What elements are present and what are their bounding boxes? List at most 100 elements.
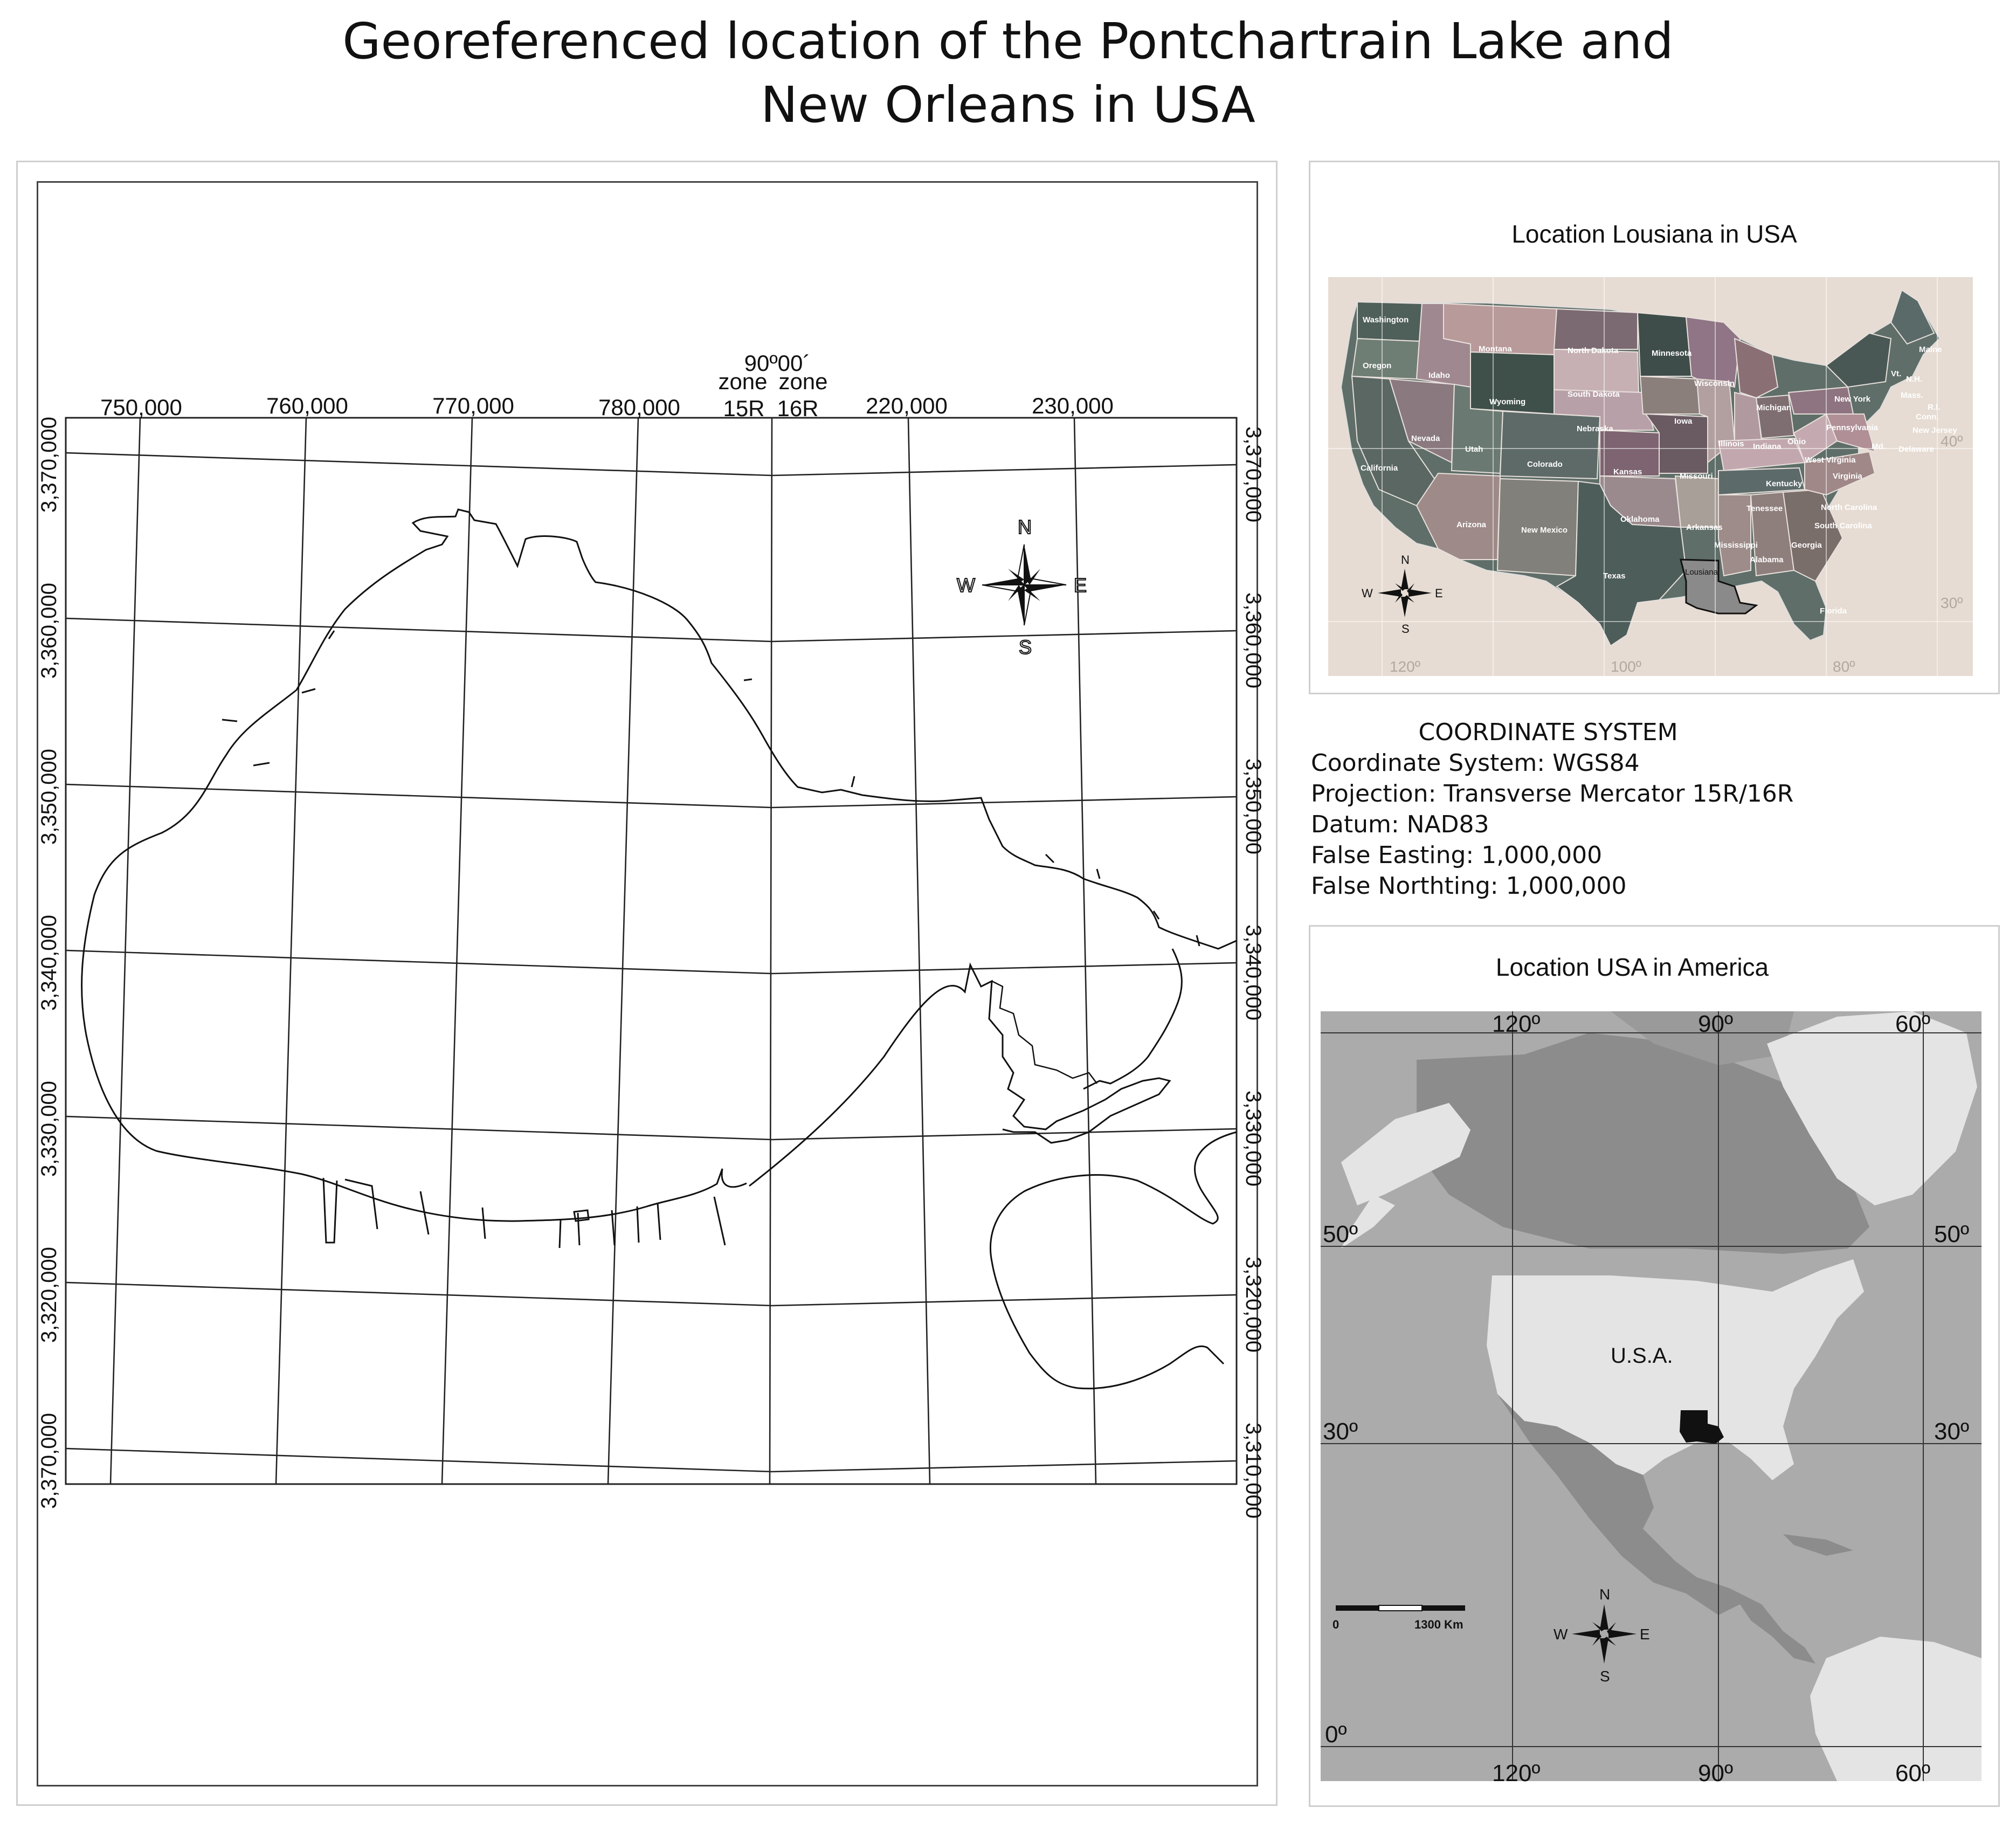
state-label: West Virginia <box>1805 456 1856 465</box>
lon-label-bottom: 60º <box>1895 1760 1930 1786</box>
compass-n: N <box>1018 516 1032 538</box>
right-northing-labels: 3,370,000 3,360,000 3,350,000 3,340,000 … <box>1241 426 1265 1519</box>
state-label: Pennsylvania <box>1826 423 1879 432</box>
state-label: Md. <box>1872 442 1886 451</box>
easting-label: 760,000 <box>266 393 348 418</box>
america-graticule-labels: 120º 90º 60º 120º 90º 60º 50º 50º 30º 30… <box>1323 1011 1969 1786</box>
eastern-marsh-coast <box>749 962 1171 1187</box>
state-label: Utah <box>1465 445 1483 454</box>
state-label: Montana <box>1479 344 1512 354</box>
pier <box>301 688 316 694</box>
left-northing-labels: 3,370,000 3,360,000 3,350,000 3,340,000 … <box>37 417 61 1509</box>
usa-graticule-labels: 120º 100º 80º 40º 30º <box>1390 433 1963 675</box>
lon-label-bottom: 120º <box>1492 1760 1540 1786</box>
state-label: Maine <box>1919 345 1942 354</box>
easting-label: 230,000 <box>1032 393 1114 418</box>
state-label: Georgia <box>1791 541 1822 550</box>
easting-label: 780,000 <box>598 395 680 420</box>
grid-line-770000 <box>441 417 473 1485</box>
northing-label: 3,360,000 <box>37 583 61 679</box>
state-label: New Jersey <box>1913 426 1957 435</box>
state-label: Wisconsin <box>1694 379 1735 388</box>
pier <box>481 1207 486 1239</box>
lon-label-top: 60º <box>1895 1011 1930 1037</box>
grid-line-220000 <box>907 417 931 1485</box>
compass-e: E <box>1074 574 1087 596</box>
state-label: Michigan <box>1756 403 1791 412</box>
lat-label: 40º <box>1941 433 1963 450</box>
state-label: Wyoming <box>1489 397 1525 406</box>
title-line-2: New Orleans in USA <box>761 76 1255 134</box>
grid-line-230000 <box>1073 417 1097 1485</box>
greenland <box>1767 1011 1977 1205</box>
shoreline-piers <box>222 630 1200 1248</box>
eastern-marsh-east <box>1083 948 1183 1090</box>
compass-w: W <box>1554 1626 1568 1643</box>
state-label: Washington <box>1363 315 1409 325</box>
pier <box>611 1210 616 1246</box>
state-label: North Carolina <box>1821 503 1877 512</box>
state-label: Oregon <box>1363 361 1391 370</box>
state-block <box>1553 308 1638 350</box>
state-blocks <box>1351 289 1935 647</box>
northing-label: 3,370,000 <box>37 417 61 513</box>
title-line-1: Georeferenced location of the Pontchartr… <box>342 12 1674 70</box>
south-america <box>1810 1637 1982 1781</box>
alaska-peninsula <box>1341 1195 1395 1248</box>
pier <box>573 1209 590 1222</box>
state-block <box>1556 480 1687 647</box>
state-block <box>1639 375 1701 415</box>
state-label: Indiana <box>1753 442 1782 451</box>
grid-line-750000 <box>109 417 141 1485</box>
state-label: Illinois <box>1718 439 1744 449</box>
compass-rose-icon: N S E W <box>956 515 1087 659</box>
pier <box>636 1206 640 1243</box>
compass-w: W <box>1362 587 1373 600</box>
zone-right-word: zone <box>778 369 827 394</box>
grid-line-meridian-90 <box>769 417 773 1485</box>
compass-n: N <box>1401 553 1410 567</box>
louisiana-highlight <box>1680 558 1758 615</box>
pier <box>344 1178 378 1230</box>
lon-label-top: 120º <box>1492 1011 1540 1037</box>
main-map-panel <box>16 161 1278 1806</box>
state-label: Vt. <box>1891 369 1901 378</box>
state-label: New York <box>1834 395 1871 404</box>
central-america <box>1729 1588 1815 1664</box>
grid-line-780000 <box>607 417 639 1485</box>
lon-label: 120º <box>1390 658 1420 675</box>
usa-compass-icon: N S E W <box>1362 553 1443 636</box>
grid-line-3310000 <box>65 1447 1237 1473</box>
state-label: Nebraska <box>1577 424 1613 433</box>
grid-line-3330000 <box>65 1115 1237 1141</box>
pier <box>1196 935 1200 947</box>
lat-label: 30º <box>1941 595 1963 611</box>
northing-label: 3,320,000 <box>1241 1257 1265 1353</box>
state-label: R.I. <box>1928 403 1940 412</box>
usa-inset-title: Location Lousiana in USA <box>1511 220 1797 248</box>
usa-highlight <box>1487 1259 1864 1480</box>
datum-line: Datum: NAD83 <box>1311 811 1489 838</box>
state-label: South Carolina <box>1814 521 1872 530</box>
scale-bar: 0 1300 Km <box>1333 1605 1465 1631</box>
state-block <box>1554 348 1640 394</box>
pier <box>657 1203 661 1240</box>
state-block <box>1644 413 1708 474</box>
america-compass-icon: N S E W <box>1554 1586 1650 1685</box>
state-block <box>1637 312 1693 377</box>
northing-label: 3,350,000 <box>37 749 61 845</box>
northing-grid-lines <box>65 452 1237 1473</box>
state-block <box>1890 289 1935 345</box>
scale-zero: 0 <box>1333 1618 1339 1631</box>
northing-label: 3,360,000 <box>1241 592 1265 688</box>
mexico-landmass <box>1497 1394 1740 1615</box>
america-graticule <box>1321 1011 1982 1781</box>
easting-grid-lines <box>109 417 1097 1485</box>
state-label: Mass. <box>1901 391 1923 400</box>
northing-label: 3,370,000 <box>37 1413 61 1509</box>
pier <box>253 762 270 767</box>
state-label: Ohio <box>1787 437 1806 446</box>
usa-graticule <box>1328 277 1973 676</box>
state-label: California <box>1361 464 1398 473</box>
eastern-marsh-inlet <box>991 980 1097 1084</box>
